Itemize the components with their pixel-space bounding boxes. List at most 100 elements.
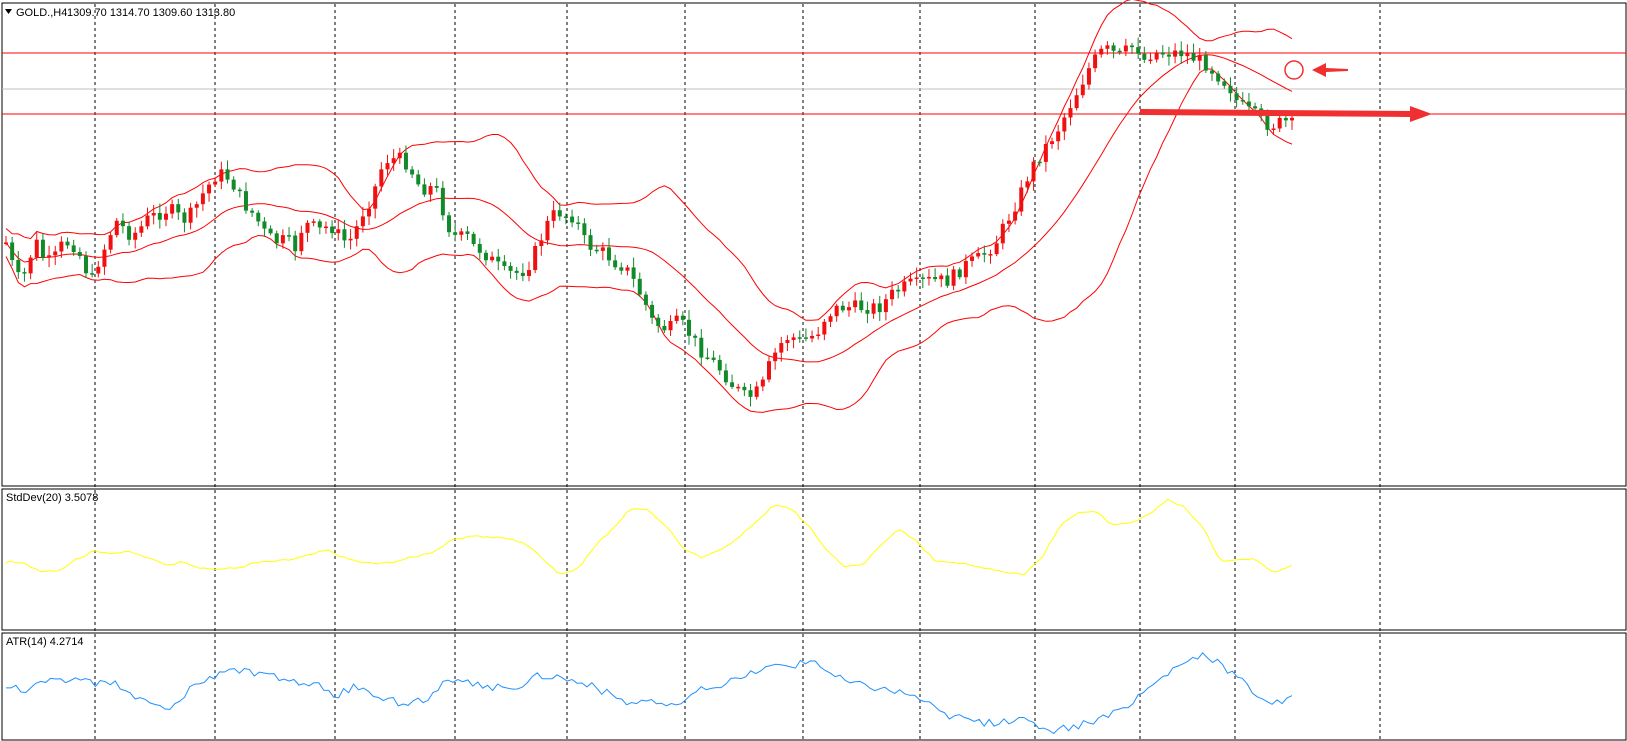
candle-body [127,226,132,240]
candle-body [680,315,685,320]
candle-body [810,335,815,339]
stddev-panel[interactable] [1,488,1627,631]
candle-body [982,253,987,255]
candle-body [594,249,599,252]
candle-body [416,174,421,185]
candle-body [237,189,242,192]
candle-body [563,216,568,218]
candle-body [1240,99,1245,102]
candle-body [1216,73,1221,82]
candle-body [1253,106,1258,109]
candle-body [545,220,550,241]
candle-body [656,317,661,326]
candle-body [299,232,304,252]
candle-body [330,226,335,234]
candle-body [1043,144,1048,162]
candle-body [853,300,858,308]
candle-body [502,261,507,267]
candle-body [1013,211,1018,221]
candle-body [902,281,907,292]
candle-body [231,179,236,190]
candle-body [1086,68,1091,85]
candle-body [520,272,525,277]
candle-body [317,221,322,228]
candle-body [28,257,33,274]
candle-body [742,386,747,391]
candle-body [200,193,205,205]
candle-body [1117,50,1122,53]
annotations [1140,60,1432,122]
candle-body [447,215,452,233]
candle-body [840,305,845,311]
candle-body [1148,59,1153,62]
candle-body [1037,161,1042,164]
bollinger-lower [5,68,1293,413]
candle-body [970,256,975,261]
candle-body [711,357,716,360]
atr-line [6,652,1293,735]
candle-body [1203,55,1208,71]
candle-body [490,256,495,261]
candle-body [1123,45,1128,52]
ohlc-readout: 1309.70 1314.70 1309.60 1313.80 [67,7,235,19]
candle-body [1154,52,1159,60]
candle-body [293,235,298,252]
candle-body [527,270,532,277]
candle-body [71,245,76,252]
candle-body [1080,84,1085,96]
main-panel[interactable] [1,2,1627,487]
candle-body [1050,141,1055,145]
stddev-series [5,498,1293,576]
candle-body [280,235,285,244]
grid-lines [94,4,1381,740]
candle-body [163,213,168,220]
candle-body [440,187,445,216]
candle-body [367,208,372,217]
candle-body [631,267,636,279]
candle-body [883,299,888,313]
candle-body [1283,117,1288,121]
candle-body [699,337,704,358]
candle-body [410,169,415,175]
candle-body [730,382,735,387]
candle-body [1179,50,1184,57]
atr-panel[interactable] [1,632,1627,741]
candle-body [1136,47,1141,54]
candle-body [422,184,427,195]
candle-body [90,273,95,275]
candle-body [576,222,581,224]
candle-body [988,254,993,256]
candle-body [268,228,273,234]
highlight-circle [1284,60,1304,80]
candle-body [108,235,113,250]
candle-body [207,184,212,194]
candle-body [674,315,679,322]
candle-body [225,169,230,180]
candle-body [219,169,224,182]
candle-body [151,212,156,216]
candle-body [348,238,353,241]
candle-body [10,242,15,261]
candle-body [662,325,667,331]
candle-body [822,321,827,335]
candle-body [994,243,999,255]
candle-body [760,379,765,387]
candle-body [643,294,648,305]
candle-body [170,204,175,214]
stddev-line [5,498,1293,576]
candle-body [1166,54,1171,57]
candle-body [477,244,482,253]
candle-body [650,304,655,318]
candle-body [1000,223,1005,244]
candle-body [459,231,464,235]
candle-body [613,260,618,268]
candle-body [157,212,162,220]
candle-body [859,300,864,311]
symbol-dropdown-icon[interactable] [5,9,12,14]
bollinger-middle [5,54,1293,363]
candle-body [939,275,944,280]
left-arrow [1312,63,1348,77]
candle-body [1265,115,1270,130]
candle-body [846,307,851,311]
